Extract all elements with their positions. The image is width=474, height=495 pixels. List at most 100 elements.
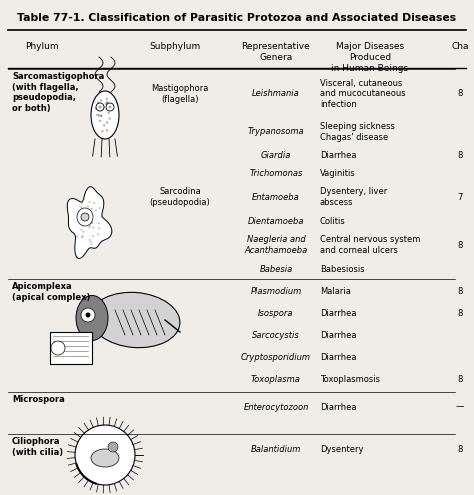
Circle shape [81, 221, 83, 223]
Text: 8: 8 [457, 287, 463, 296]
Text: Table 77-1. Classification of Parasitic Protozoa and Associated Diseases: Table 77-1. Classification of Parasitic … [18, 13, 456, 23]
Text: Visceral, cutaneous
and mucocutaneous
infection: Visceral, cutaneous and mucocutaneous in… [320, 79, 406, 109]
Circle shape [91, 244, 92, 246]
Circle shape [81, 222, 82, 224]
Text: Apicomplexa
(apical complex): Apicomplexa (apical complex) [12, 282, 91, 302]
Text: Dysentery: Dysentery [320, 446, 364, 454]
Circle shape [98, 227, 100, 229]
Text: Sarcocystis: Sarcocystis [252, 331, 300, 340]
Circle shape [109, 117, 111, 120]
Circle shape [81, 202, 83, 204]
Circle shape [81, 213, 89, 221]
Circle shape [80, 222, 82, 224]
Circle shape [82, 225, 83, 227]
Circle shape [87, 205, 89, 207]
Circle shape [86, 209, 88, 211]
Text: Babesia: Babesia [259, 264, 292, 274]
Text: 8: 8 [457, 150, 463, 159]
Circle shape [106, 98, 108, 100]
Circle shape [85, 217, 87, 219]
Text: Vaginitis: Vaginitis [320, 168, 356, 178]
Circle shape [101, 213, 103, 215]
Text: Isospora: Isospora [258, 308, 294, 317]
Circle shape [82, 235, 83, 237]
Circle shape [91, 208, 92, 210]
Circle shape [106, 101, 109, 103]
Text: Sarcodina
(pseudopodia): Sarcodina (pseudopodia) [150, 187, 210, 207]
Circle shape [83, 198, 85, 200]
Circle shape [51, 341, 65, 355]
Circle shape [106, 129, 108, 131]
Circle shape [93, 202, 95, 204]
Circle shape [76, 236, 78, 238]
Text: Ciliophora
(with cilia): Ciliophora (with cilia) [12, 437, 63, 457]
Circle shape [81, 236, 83, 238]
Polygon shape [67, 187, 112, 258]
Text: Trypanosoma: Trypanosoma [248, 128, 304, 137]
Circle shape [89, 239, 91, 241]
Circle shape [92, 235, 94, 237]
Circle shape [99, 207, 101, 209]
Circle shape [99, 105, 101, 108]
Text: Mastigophora
(flagella): Mastigophora (flagella) [151, 84, 209, 104]
Circle shape [92, 227, 94, 229]
Circle shape [100, 216, 102, 218]
Circle shape [95, 107, 97, 110]
Text: Central nervous system
and corneal ulcers: Central nervous system and corneal ulcer… [320, 235, 420, 255]
Text: Subphylum: Subphylum [149, 42, 201, 51]
Circle shape [109, 105, 111, 108]
Circle shape [97, 101, 100, 104]
Circle shape [91, 222, 93, 224]
Circle shape [90, 241, 92, 243]
Circle shape [80, 229, 82, 231]
Text: Leishmania: Leishmania [252, 90, 300, 99]
Ellipse shape [91, 449, 119, 467]
Text: Babesiosis: Babesiosis [320, 264, 365, 274]
Text: Major Diseases
Produced
in Human Beings: Major Diseases Produced in Human Beings [331, 42, 409, 73]
Circle shape [100, 109, 102, 111]
Text: Enterocytozoon: Enterocytozoon [243, 402, 309, 411]
Circle shape [106, 121, 108, 124]
Text: Representative
Genera: Representative Genera [242, 42, 310, 62]
Ellipse shape [91, 91, 119, 139]
Text: Toxoplasmosis: Toxoplasmosis [320, 375, 380, 384]
Circle shape [97, 233, 99, 235]
Text: 8: 8 [457, 446, 463, 454]
Circle shape [98, 102, 100, 105]
Text: Malaria: Malaria [320, 287, 351, 296]
Text: Diarrhea: Diarrhea [320, 352, 356, 361]
Text: Microspora: Microspora [12, 395, 65, 404]
Circle shape [106, 102, 109, 104]
Text: 8: 8 [457, 375, 463, 384]
Circle shape [95, 209, 97, 211]
Text: Entamoeba: Entamoeba [252, 193, 300, 201]
Circle shape [75, 425, 135, 485]
Circle shape [89, 225, 91, 227]
Text: 7: 7 [457, 193, 463, 201]
Text: Colitis: Colitis [320, 216, 346, 226]
Ellipse shape [77, 208, 93, 226]
Text: Diarrhea: Diarrhea [320, 150, 356, 159]
Circle shape [101, 130, 104, 133]
Circle shape [110, 103, 113, 106]
Circle shape [98, 222, 100, 224]
Circle shape [100, 114, 102, 117]
Text: Sarcomastigophora
(with flagella,
pseudopodia,
or both): Sarcomastigophora (with flagella, pseudo… [12, 72, 104, 113]
Text: Cha: Cha [451, 42, 469, 51]
Circle shape [100, 115, 102, 117]
Circle shape [102, 106, 105, 109]
Text: Giardia: Giardia [261, 150, 291, 159]
Circle shape [81, 308, 95, 322]
Text: 8: 8 [457, 241, 463, 249]
Circle shape [91, 222, 93, 224]
Text: Dysentery, liver
abscess: Dysentery, liver abscess [320, 187, 387, 207]
Circle shape [99, 120, 101, 122]
Text: Phylum: Phylum [25, 42, 59, 51]
Text: Diarrhea: Diarrhea [320, 308, 356, 317]
Ellipse shape [90, 293, 180, 347]
Text: Plasmodium: Plasmodium [250, 287, 301, 296]
Text: Balantidium: Balantidium [251, 446, 301, 454]
Circle shape [105, 102, 107, 105]
Text: Sleeping sickness
Chagas' disease: Sleeping sickness Chagas' disease [320, 122, 395, 142]
Circle shape [96, 103, 104, 111]
